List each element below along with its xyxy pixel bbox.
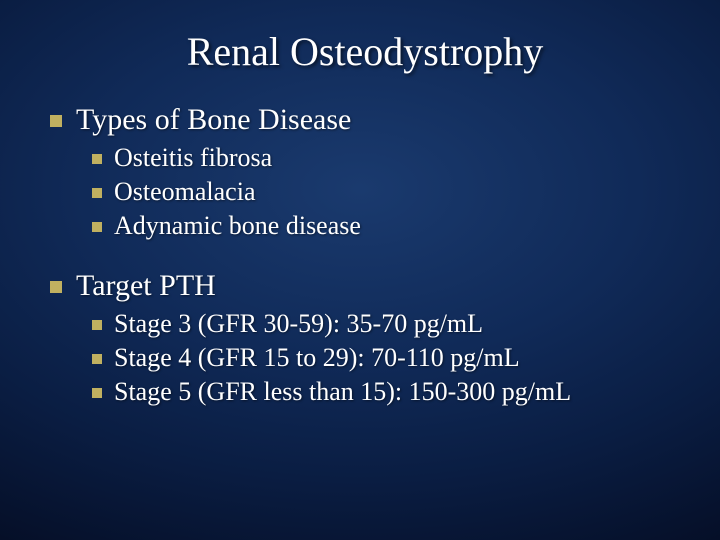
square-bullet-icon	[92, 188, 102, 198]
slide: Renal Osteodystrophy Types of Bone Disea…	[0, 0, 720, 540]
item-text: Stage 5 (GFR less than 15): 150-300 pg/m…	[114, 377, 571, 407]
square-bullet-icon	[50, 281, 62, 293]
list-item: Osteitis fibrosa	[92, 143, 680, 173]
list-item: Stage 3 (GFR 30-59): 35-70 pg/mL	[92, 309, 680, 339]
bullet-list-2: Target PTH	[50, 269, 680, 303]
section-heading: Types of Bone Disease	[76, 103, 351, 137]
bullet-sublist-2: Stage 3 (GFR 30-59): 35-70 pg/mL Stage 4…	[50, 309, 680, 407]
square-bullet-icon	[92, 320, 102, 330]
bullet-sublist-1: Osteitis fibrosa Osteomalacia Adynamic b…	[50, 143, 680, 241]
item-text: Stage 3 (GFR 30-59): 35-70 pg/mL	[114, 309, 483, 339]
list-item: Stage 4 (GFR 15 to 29): 70-110 pg/mL	[92, 343, 680, 373]
item-text: Stage 4 (GFR 15 to 29): 70-110 pg/mL	[114, 343, 520, 373]
item-text: Osteomalacia	[114, 177, 256, 207]
item-text: Adynamic bone disease	[114, 211, 361, 241]
spacer	[50, 259, 680, 269]
section-heading: Target PTH	[76, 269, 216, 303]
list-item: Adynamic bone disease	[92, 211, 680, 241]
square-bullet-icon	[92, 222, 102, 232]
square-bullet-icon	[92, 354, 102, 364]
list-item: Target PTH	[50, 269, 680, 303]
list-item: Types of Bone Disease	[50, 103, 680, 137]
bullet-list-1: Types of Bone Disease	[50, 103, 680, 137]
slide-title: Renal Osteodystrophy	[50, 28, 680, 75]
list-item: Stage 5 (GFR less than 15): 150-300 pg/m…	[92, 377, 680, 407]
square-bullet-icon	[50, 115, 62, 127]
square-bullet-icon	[92, 388, 102, 398]
list-item: Osteomalacia	[92, 177, 680, 207]
item-text: Osteitis fibrosa	[114, 143, 272, 173]
square-bullet-icon	[92, 154, 102, 164]
